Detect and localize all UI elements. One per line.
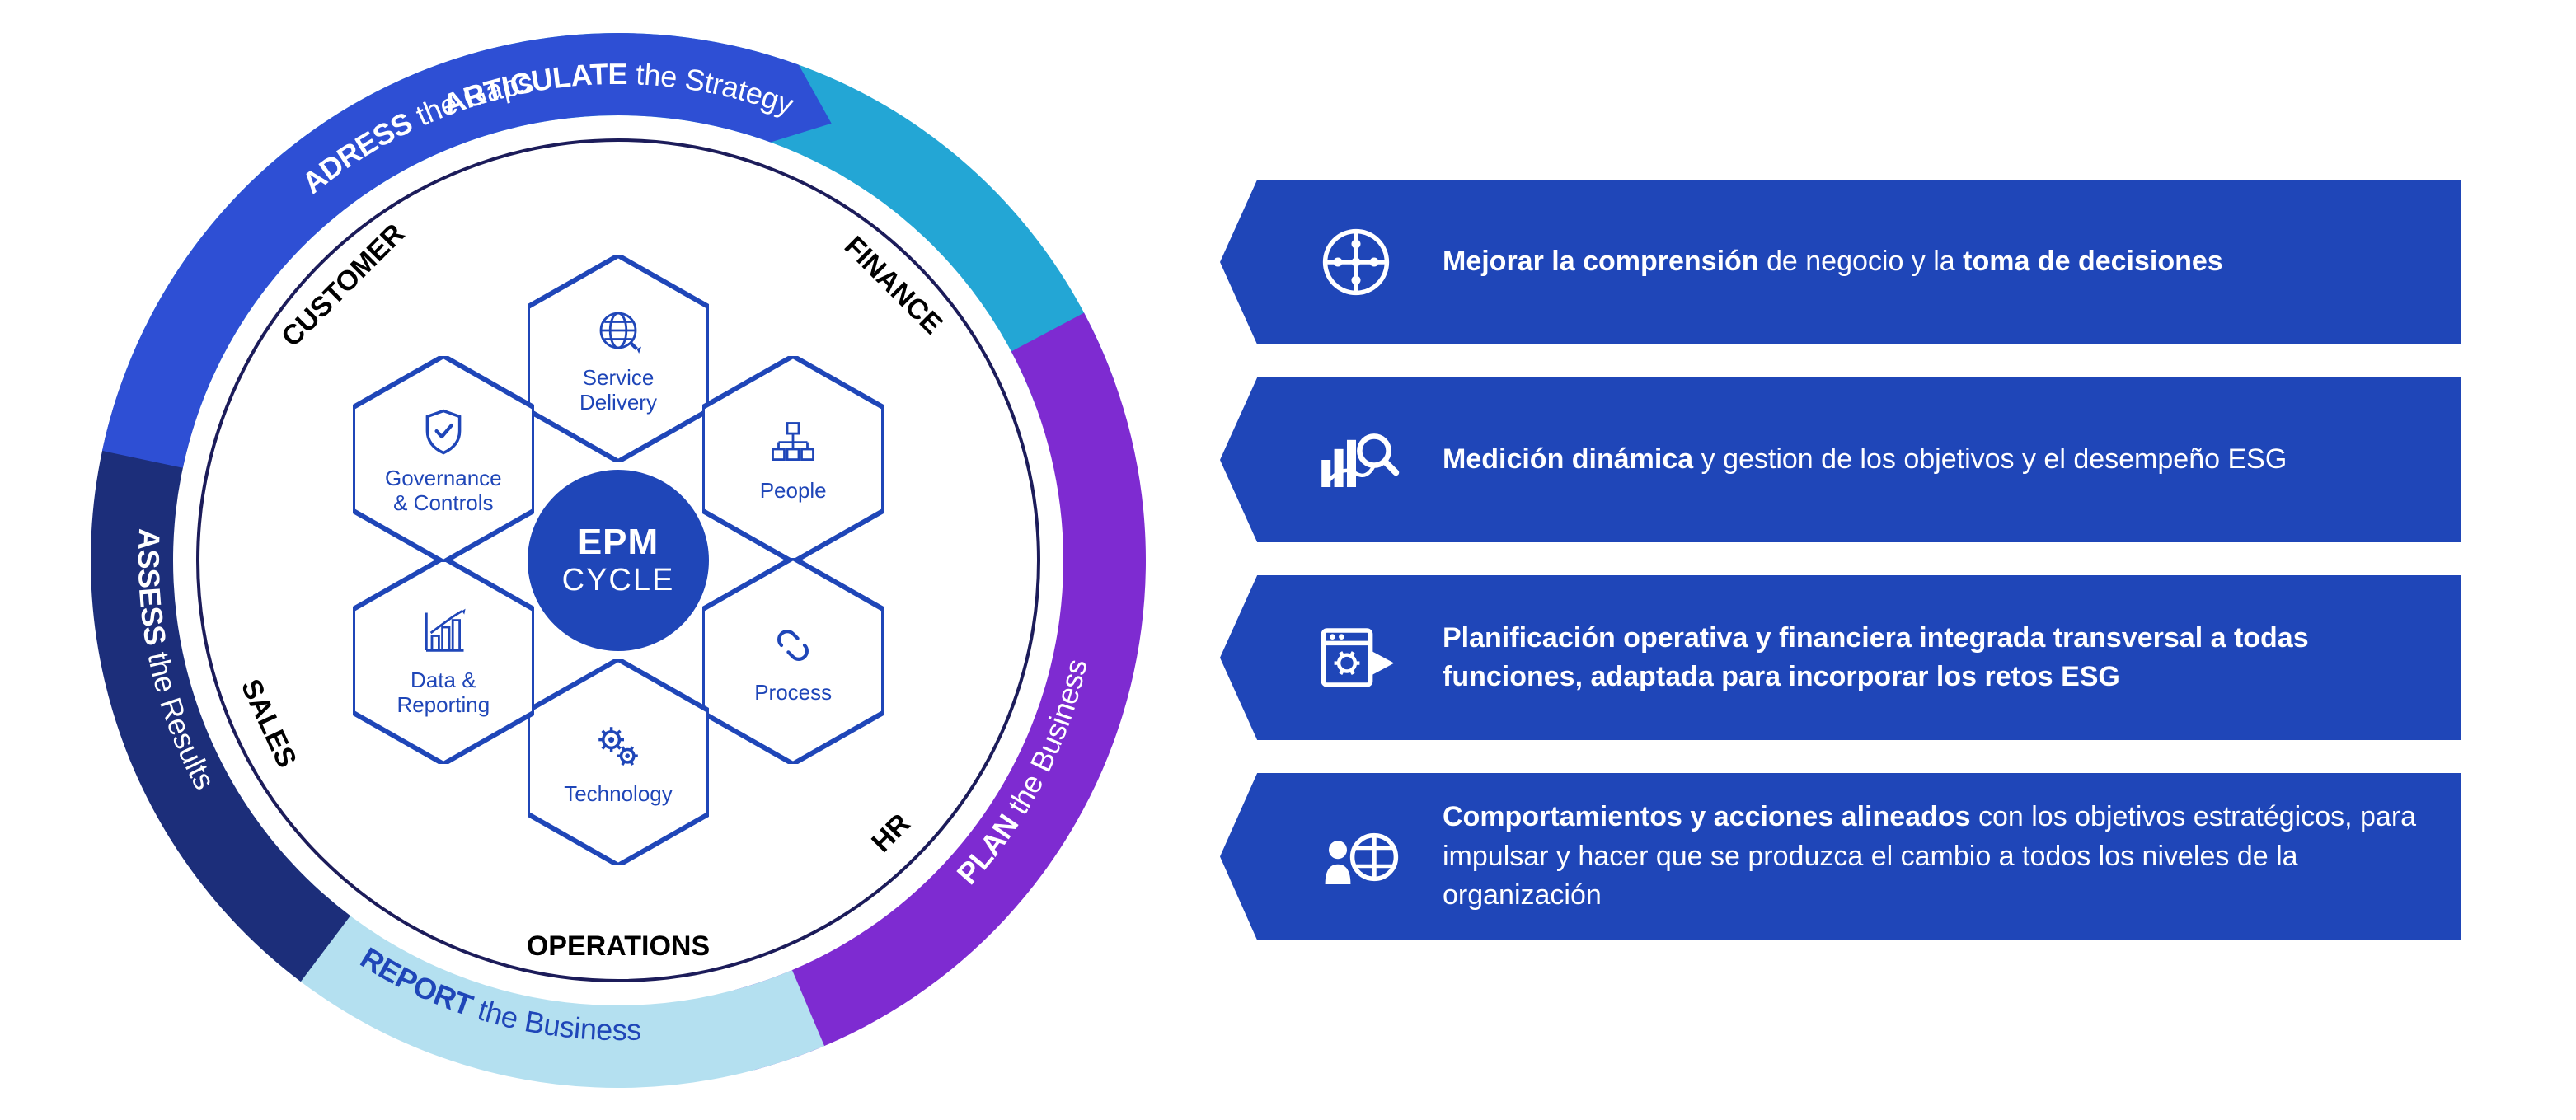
- hex-governance: Governance& Controls: [353, 356, 534, 562]
- hex-label-data: Data &Reporting: [382, 668, 504, 718]
- people-icon: [1311, 812, 1401, 902]
- hex-people: People: [702, 356, 884, 562]
- card-text-0: Mejorar la comprensión de negocio y la t…: [1443, 242, 2223, 282]
- hex-technology: Technology: [528, 659, 709, 865]
- link-icon: [764, 616, 822, 674]
- hex-label-governance: Governance& Controls: [370, 466, 517, 516]
- hex-process: Process: [702, 558, 884, 764]
- org-icon: [764, 415, 822, 472]
- globe-icon: [589, 302, 647, 359]
- info-cards: Mejorar la comprensión de negocio y la t…: [1220, 180, 2494, 940]
- card-text-3: Comportamientos y acciones alineados con…: [1443, 798, 2419, 916]
- gears-icon: [589, 718, 647, 776]
- hex-label-people: People: [745, 479, 842, 504]
- hex-label-service: ServiceDelivery: [565, 366, 672, 415]
- diagram-container: ARTICULATE the StrategyPLAN the Business…: [0, 0, 2576, 1120]
- hex-label-technology: Technology: [549, 782, 687, 807]
- hex-label-process: Process: [739, 681, 847, 705]
- card-text-1: Medición dinámica y gestion de los objet…: [1443, 440, 2287, 480]
- info-card-3: Comportamientos y acciones alineados con…: [1220, 773, 2461, 940]
- center-line1: EPM: [578, 522, 659, 563]
- chart-icon: [415, 604, 472, 662]
- info-card-1: Medición dinámica y gestion de los objet…: [1220, 377, 2461, 542]
- center-circle: EPM CYCLE: [528, 470, 709, 651]
- metrics-icon: [1311, 415, 1401, 505]
- globegrid-icon: [1311, 217, 1401, 307]
- hex-data: Data &Reporting: [353, 558, 534, 764]
- hex-service: ServiceDelivery: [528, 255, 709, 462]
- shield-icon: [415, 402, 472, 460]
- center-line2: CYCLE: [562, 563, 675, 598]
- plan-icon: [1311, 612, 1401, 703]
- epm-cycle-wheel: ARTICULATE the StrategyPLAN the Business…: [82, 25, 1154, 1096]
- info-card-2: Planificación operativa y financiera int…: [1220, 575, 2461, 740]
- info-card-0: Mejorar la comprensión de negocio y la t…: [1220, 180, 2461, 344]
- card-text-2: Planificación operativa y financiera int…: [1443, 619, 2419, 697]
